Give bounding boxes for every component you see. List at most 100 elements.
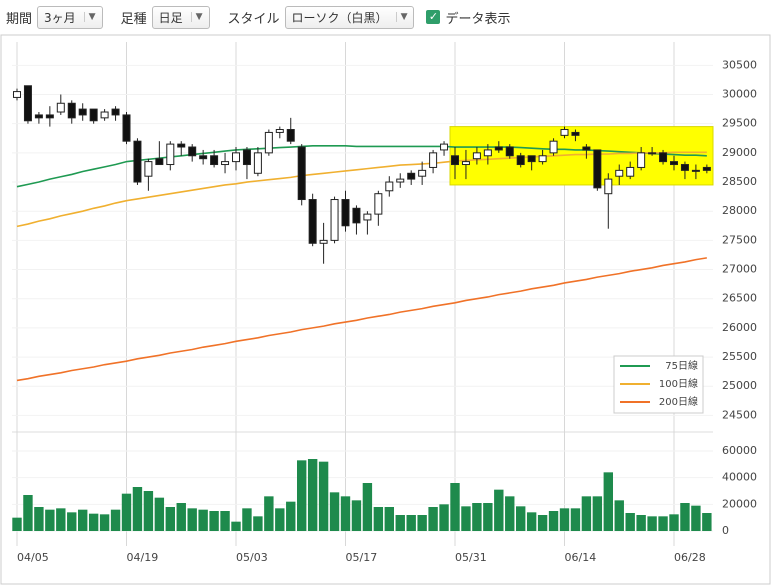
volume-bar <box>220 511 230 531</box>
candle-body <box>702 166 711 171</box>
candle-body <box>100 111 109 119</box>
volume-bar <box>143 491 154 531</box>
period-dropdown[interactable]: 3ヶ月 ▼ <box>37 5 103 29</box>
style-dropdown[interactable]: ローソク（白黒） ▼ <box>284 5 415 29</box>
volume-bar <box>340 496 351 531</box>
volume-bar <box>516 506 526 531</box>
volume-bar <box>406 515 416 531</box>
volume-bar <box>472 503 482 531</box>
candle-body <box>210 155 219 166</box>
volume-bar <box>548 511 559 531</box>
candle-body <box>363 213 372 221</box>
candle-body <box>385 181 394 192</box>
volume-bar <box>165 507 175 531</box>
volume-bar <box>110 509 121 531</box>
candle-body <box>155 158 164 166</box>
volume-bar <box>395 515 405 531</box>
candle-body <box>440 143 449 151</box>
style-label: スタイル <box>227 11 280 27</box>
ma-line <box>16 257 707 382</box>
candle-body <box>89 108 98 122</box>
legend-label: 75日線 <box>665 359 698 372</box>
volume-bar <box>132 487 143 531</box>
candle-body <box>319 239 328 244</box>
volume-bar <box>658 516 668 531</box>
y-tick-label: 30000 <box>722 88 757 101</box>
volume-bar <box>275 508 285 531</box>
candle-body <box>582 146 591 151</box>
toolbar: 期間 3ヶ月 ▼ 足種 日足 ▼ スタイル ローソク（白黒） ▼ ✓ データ表示 <box>0 0 773 34</box>
data-checkbox[interactable]: ✓ <box>426 10 441 24</box>
candle-body <box>199 155 208 160</box>
volume-bar <box>384 507 394 531</box>
volume-bar <box>34 507 44 531</box>
candle-body <box>221 161 230 166</box>
candle-body <box>253 152 262 174</box>
x-tick-label: 05/31 <box>455 551 487 564</box>
candle-body <box>483 149 492 157</box>
candle-body <box>472 152 481 160</box>
volume-bar <box>99 514 110 531</box>
volume-bar <box>56 508 66 531</box>
candle-label: 足種 <box>120 11 147 27</box>
volume-bar <box>483 503 493 531</box>
volume-bar <box>23 495 33 531</box>
candle-body <box>637 152 646 168</box>
y-tick-label: 28500 <box>722 175 757 188</box>
y-tick-label: 60000 <box>722 444 757 457</box>
volume-bar <box>253 516 263 531</box>
volume-bar <box>176 503 186 531</box>
y-tick-label: 24500 <box>722 408 757 421</box>
volume-bar <box>647 516 657 531</box>
x-tick-label: 05/03 <box>236 551 268 564</box>
style-value: ローソク（白黒） <box>291 10 388 25</box>
y-tick-label: 29500 <box>722 117 757 130</box>
y-tick-label: 25500 <box>722 350 757 363</box>
x-tick-label: 05/17 <box>346 551 378 564</box>
chart-frame <box>0 34 771 585</box>
highlight-range <box>449 126 714 186</box>
volume-bar <box>461 506 471 531</box>
volume-bar <box>67 512 77 531</box>
y-tick-label: 26000 <box>722 321 757 334</box>
candle-body <box>374 193 383 215</box>
candle-body <box>133 140 142 183</box>
candle-body <box>13 91 21 98</box>
chart: 04/05 04/19 05/03 05/17 05/31 06/14 06/28 24500… <box>0 34 771 585</box>
candle-body <box>516 155 525 166</box>
volume-bar <box>286 501 296 531</box>
volume-bar <box>329 492 340 531</box>
volume-bar <box>592 496 603 531</box>
volume-bar <box>242 508 252 531</box>
candle-body <box>341 199 350 227</box>
volume-bar <box>154 497 165 531</box>
legend-label: 200日線 <box>659 395 698 408</box>
candle-body <box>166 143 175 166</box>
volume-bar <box>417 515 427 531</box>
candle-body <box>691 169 700 172</box>
candle-body <box>451 155 459 166</box>
candle-body <box>571 131 580 136</box>
candle-body <box>78 108 87 116</box>
candle-body <box>275 129 284 133</box>
y-tick-label: 27000 <box>722 263 757 276</box>
candle-value: 日足 <box>158 10 183 25</box>
candle-body <box>659 152 668 163</box>
candle-body <box>527 155 536 163</box>
candle-body <box>264 131 273 154</box>
candle-dropdown[interactable]: 日足 ▼ <box>151 5 210 29</box>
legend: 75日線 100日線 200日線 <box>613 355 704 414</box>
candle-body <box>670 161 678 166</box>
candle-body <box>680 164 689 171</box>
volume-bar <box>362 483 373 531</box>
x-tick-label: 06/14 <box>565 551 597 564</box>
data-display-label[interactable]: データ表示 <box>445 11 511 27</box>
y-tick-label: 26500 <box>722 292 757 305</box>
candle-body <box>56 102 65 113</box>
volume-bar <box>559 508 570 531</box>
candle-body <box>286 129 295 142</box>
ma-line <box>16 145 707 188</box>
volume-bar <box>581 496 592 531</box>
volume-bar <box>537 515 548 531</box>
